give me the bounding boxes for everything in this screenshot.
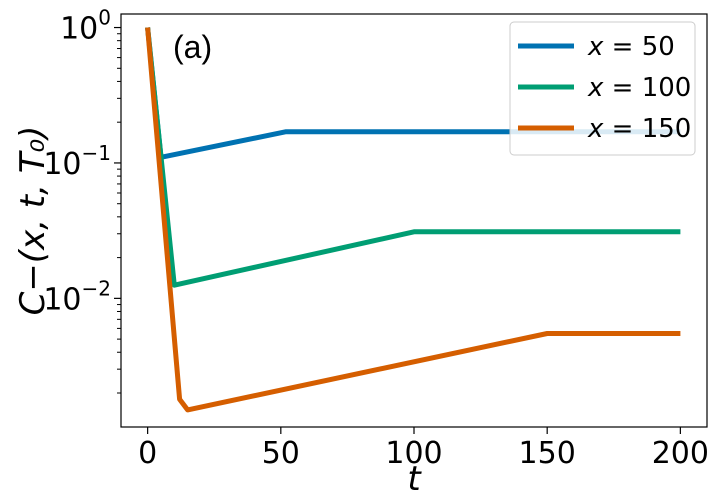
x-tick-label: 200: [652, 436, 709, 471]
y-tick-label: 10−1: [43, 141, 111, 182]
panel-annotation: (a): [173, 29, 212, 65]
series-layer: [145, 27, 681, 413]
x-tick-label: 50: [262, 436, 300, 471]
ticks-layer: 0 50 100 150 200 10−2 10−1 100: [43, 6, 709, 471]
legend-label-2: x = 100: [587, 73, 691, 103]
legend-box: [509, 21, 696, 156]
y-axis-label: C−(x, t, T₀): [13, 126, 53, 316]
y-tick-label: 10−2: [43, 276, 111, 317]
legend: x = 50 x = 100 x = 150: [509, 21, 696, 156]
x-tick-label: 0: [138, 436, 157, 471]
x-tick-label: 100: [385, 436, 442, 471]
x-axis-label: t: [407, 459, 422, 499]
legend-label-1: x = 50: [587, 32, 675, 62]
y-tick-label: 100: [60, 6, 111, 47]
series-line-3: [145, 27, 681, 413]
legend-label-3: x = 150: [587, 114, 691, 144]
plot-frame: [120, 13, 708, 428]
x-tick-label: 150: [519, 436, 576, 471]
